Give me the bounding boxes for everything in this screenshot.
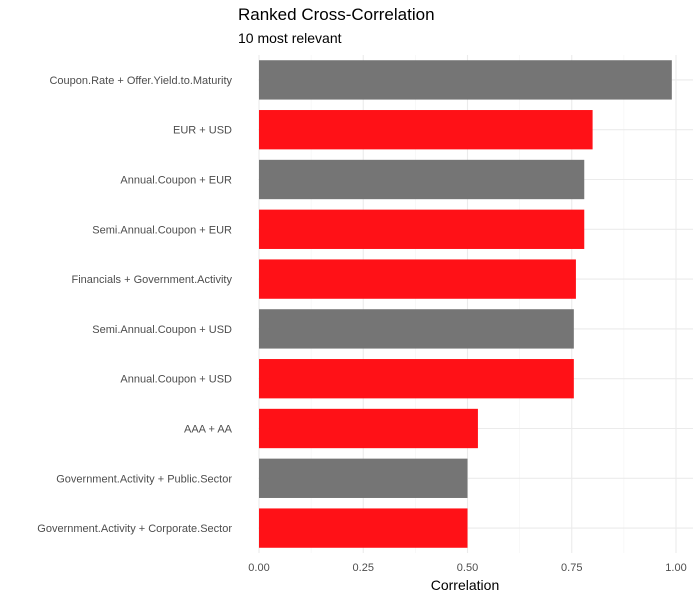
category-label: Financials + Government.Activity (72, 274, 233, 286)
bar (259, 458, 468, 498)
category-label: AAA + AA (184, 424, 233, 436)
bar (259, 508, 468, 548)
x-axis-title: Correlation (431, 577, 499, 593)
bar (259, 110, 593, 150)
x-tick-label: 0.00 (248, 562, 269, 574)
bar (259, 359, 574, 399)
category-label: Government.Activity + Corporate.Sector (37, 523, 232, 535)
x-tick-label: 0.50 (457, 562, 478, 574)
category-label: Semi.Annual.Coupon + USD (92, 324, 232, 336)
bar (259, 259, 576, 299)
category-labels: Coupon.Rate + Offer.Yield.to.Maturity EUR… (37, 75, 232, 535)
x-tick-label: 0.75 (561, 562, 582, 574)
bar (259, 159, 585, 200)
category-label: EUR + USD (173, 125, 232, 137)
category-label: Annual.Coupon + EUR (120, 175, 232, 187)
bar (259, 309, 574, 349)
x-tick-label: 0.25 (353, 562, 374, 574)
x-axis-ticks: 0.00 0.25 0.50 0.75 1.00 (248, 562, 686, 574)
category-label: Government.Activity + Public.Sector (56, 473, 232, 485)
chart-title: Ranked Cross-Correlation (238, 5, 435, 24)
category-label: Coupon.Rate + Offer.Yield.to.Maturity (49, 75, 232, 87)
bar (259, 408, 478, 449)
category-label: Annual.Coupon + USD (120, 374, 232, 386)
chart-subtitle: 10 most relevant (238, 30, 342, 46)
bars (259, 60, 672, 548)
x-tick-label: 1.00 (665, 562, 686, 574)
bar (259, 209, 585, 249)
bar (259, 60, 672, 100)
category-label: Semi.Annual.Coupon + EUR (92, 224, 232, 236)
